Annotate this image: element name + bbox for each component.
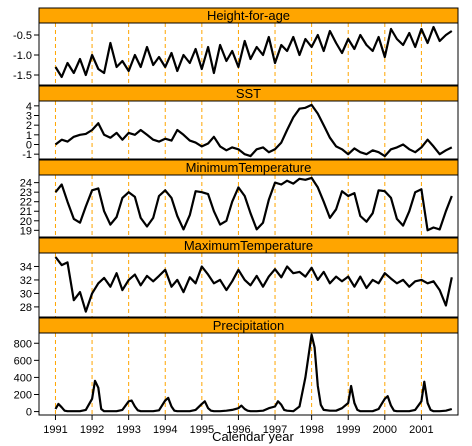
y-tick-label: 1 bbox=[26, 130, 32, 142]
panel-frame bbox=[38, 100, 459, 160]
y-tick-label: -0.5 bbox=[13, 30, 32, 42]
x-tick-label: 1999 bbox=[336, 424, 360, 436]
x-tick-label: 2000 bbox=[373, 424, 397, 436]
y-tick-label: 30 bbox=[20, 288, 32, 300]
y-tick-label: 2 bbox=[26, 120, 32, 132]
y-tick-label: 28 bbox=[20, 302, 32, 314]
x-tick-label: 2001 bbox=[409, 424, 433, 436]
panel-title: SST bbox=[236, 86, 261, 101]
panels-layer: Height-for-age-0.5-1.0-1.5SST43210-1Mini… bbox=[13, 7, 459, 419]
y-tick-label: -1.0 bbox=[13, 50, 32, 62]
x-tick-label: 1994 bbox=[153, 424, 177, 436]
x-tick-label: 1992 bbox=[80, 424, 104, 436]
y-tick-label: 24 bbox=[20, 178, 32, 190]
y-tick-label: 32 bbox=[20, 275, 32, 287]
panel-title: MaximumTemperature bbox=[184, 238, 313, 253]
y-tick-label: 400 bbox=[14, 372, 32, 384]
panel-title: Precipitation bbox=[213, 318, 285, 333]
x-tick-label: 1991 bbox=[43, 424, 67, 436]
y-tick-label: -1 bbox=[22, 149, 32, 161]
y-tick-label: 3 bbox=[26, 111, 32, 123]
y-tick-label: 0 bbox=[26, 140, 32, 152]
panel-frame bbox=[38, 22, 459, 86]
y-tick-label: 22 bbox=[20, 197, 32, 209]
y-tick-label: 600 bbox=[14, 355, 32, 367]
panel-frame bbox=[38, 174, 459, 238]
y-tick-label: 19 bbox=[20, 225, 32, 237]
series-line-precipitation bbox=[54, 333, 453, 413]
x-tick-label: 1998 bbox=[299, 424, 323, 436]
panel-frame bbox=[38, 332, 459, 416]
panel-height-for-age: Height-for-age -0.5 -1.0 -1.5 bbox=[13, 7, 459, 86]
y-tick-label: 0 bbox=[26, 407, 32, 419]
y-tick-label: 23 bbox=[20, 187, 32, 199]
panel-title: Height-for-age bbox=[207, 8, 290, 23]
y-tick-label: 4 bbox=[26, 101, 32, 113]
y-tick-label: 34 bbox=[20, 261, 32, 273]
series-line-minimumtemperature bbox=[54, 176, 453, 232]
x-tick-label: 1993 bbox=[116, 424, 140, 436]
series-line-height-for-age bbox=[54, 25, 453, 79]
panel-title: MinimumTemperature bbox=[186, 160, 312, 175]
panel-frame bbox=[38, 252, 459, 318]
series-line-sst bbox=[54, 103, 453, 158]
series-line-maximumtemperature bbox=[54, 256, 453, 313]
y-tick-label: 800 bbox=[14, 338, 32, 350]
x-axis: 1991 1992 1993 1994 1995 1996 1997 1998 1999 2000… bbox=[43, 415, 434, 436]
x-tick-label: 1995 bbox=[190, 424, 214, 436]
y-tick-label: 21 bbox=[20, 206, 32, 218]
x-tick-label: 1996 bbox=[226, 424, 250, 436]
panel-precipitation: Precipitation 800 600 400 200 0 bbox=[14, 317, 459, 419]
x-tick-label: 1997 bbox=[263, 424, 287, 436]
y-tick-label: 200 bbox=[14, 390, 32, 402]
x-axis-label: Calendar year bbox=[212, 429, 294, 444]
y-tick-label: 20 bbox=[20, 216, 32, 228]
y-tick-label: -1.5 bbox=[13, 70, 32, 82]
